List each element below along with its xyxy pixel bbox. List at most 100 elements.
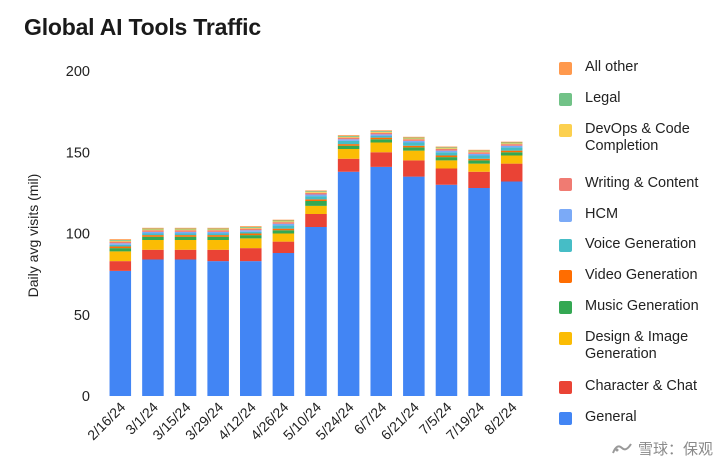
legend-swatch — [559, 270, 572, 283]
bar-segment — [142, 249, 164, 260]
bar-segment — [500, 145, 523, 148]
bar-segment — [500, 142, 523, 144]
bar-segment — [207, 236, 229, 240]
bar-segment — [142, 227, 164, 229]
y-tick-label: 100 — [66, 227, 90, 243]
legend-label: Legal — [585, 90, 621, 106]
y-tick-label: 150 — [66, 145, 90, 161]
bar-segment — [500, 147, 523, 151]
bar-segment — [207, 235, 229, 237]
bar-segment — [500, 141, 523, 143]
bar-segment — [500, 155, 523, 164]
bar-segment — [109, 241, 132, 244]
bar-segment — [305, 201, 327, 206]
bar-segment — [468, 150, 490, 152]
y-tick-label: 200 — [66, 64, 90, 80]
legend-label: General — [585, 409, 637, 425]
bar-segment — [305, 196, 327, 200]
bar-segment — [174, 259, 197, 396]
bar-segment — [109, 261, 132, 271]
bar-segment — [370, 166, 392, 397]
bar-segment — [337, 136, 360, 137]
bar-segment — [370, 131, 392, 133]
bar-segment — [370, 139, 392, 143]
bar-segment — [240, 248, 262, 262]
bar-segment — [240, 261, 262, 397]
bar-segment — [272, 228, 295, 231]
legend-swatch — [559, 412, 572, 425]
bar-segment — [305, 227, 327, 396]
bar-segment — [468, 155, 490, 159]
bar-segment — [174, 249, 197, 260]
bar-segment — [109, 240, 132, 241]
bar-segment — [109, 251, 132, 262]
bar-segment — [403, 137, 425, 139]
bar-segment — [109, 270, 132, 397]
bar-segment — [337, 136, 360, 138]
bar-segment — [174, 230, 197, 232]
bar-segment — [435, 157, 458, 161]
bar-segment — [272, 253, 295, 396]
bar-segment — [435, 184, 458, 396]
bar-segment — [240, 228, 262, 231]
bar-segment — [207, 229, 229, 231]
bar-segment — [305, 205, 327, 214]
bar-segment — [468, 153, 490, 156]
bar-segment — [240, 233, 262, 236]
bar-segment — [468, 158, 490, 161]
legend-label: HCM — [585, 206, 619, 222]
bar-segment — [500, 143, 523, 145]
legend-swatch — [559, 239, 572, 252]
bar-segment — [240, 235, 262, 239]
chart-title: Global AI Tools Traffic — [24, 14, 261, 40]
bar-segment — [240, 227, 262, 228]
legend-label: Music Generation — [585, 298, 699, 314]
y-axis-title: Daily avg visits (mil) — [25, 174, 41, 298]
bar-segment — [272, 241, 295, 254]
bar-segment — [207, 231, 229, 234]
bar-segment — [403, 142, 425, 146]
bar-segment — [435, 155, 458, 158]
bar-segment — [337, 140, 360, 145]
legend-swatch — [559, 301, 572, 314]
bar-segment — [337, 137, 360, 140]
bar-segment — [109, 246, 132, 249]
bar-segment — [174, 240, 197, 250]
bar-segment — [142, 240, 164, 250]
bar-segment — [240, 226, 262, 227]
bar-segment — [174, 229, 197, 231]
bar-segment — [207, 227, 229, 229]
bar-segment — [403, 140, 425, 143]
bar-segment — [403, 160, 425, 177]
bar-segment — [174, 235, 197, 237]
bar-segment — [142, 259, 164, 396]
bar-segment — [109, 243, 132, 245]
bar-segment — [142, 236, 164, 240]
bar-segment — [305, 192, 327, 195]
bar-segment — [109, 248, 132, 252]
bar-segment — [435, 146, 458, 148]
bar-segment — [500, 144, 523, 146]
x-tick-label: 8/2/24 — [481, 399, 520, 438]
bar-segment — [403, 176, 425, 396]
bar-segment — [305, 191, 327, 193]
bar-segment — [468, 149, 490, 151]
legend-swatch — [559, 124, 572, 137]
bar-segment — [174, 231, 197, 234]
bar-segment — [305, 199, 327, 202]
legend-label: Writing & Content — [585, 175, 699, 191]
bar-segment — [370, 131, 392, 132]
bar-segment — [403, 136, 425, 138]
bar-segment — [500, 163, 523, 182]
bar-segment — [370, 137, 392, 140]
bar-segment — [109, 239, 132, 240]
legend-swatch — [559, 332, 572, 345]
watermark: 雪球：保观 — [611, 438, 713, 459]
legend-label: All other — [585, 59, 639, 75]
bar-segment — [142, 230, 164, 232]
bar-segment — [142, 235, 164, 237]
bar-segment — [240, 227, 262, 229]
legend-label: Design & Image Generation — [585, 329, 689, 362]
bar-segment — [370, 152, 392, 167]
